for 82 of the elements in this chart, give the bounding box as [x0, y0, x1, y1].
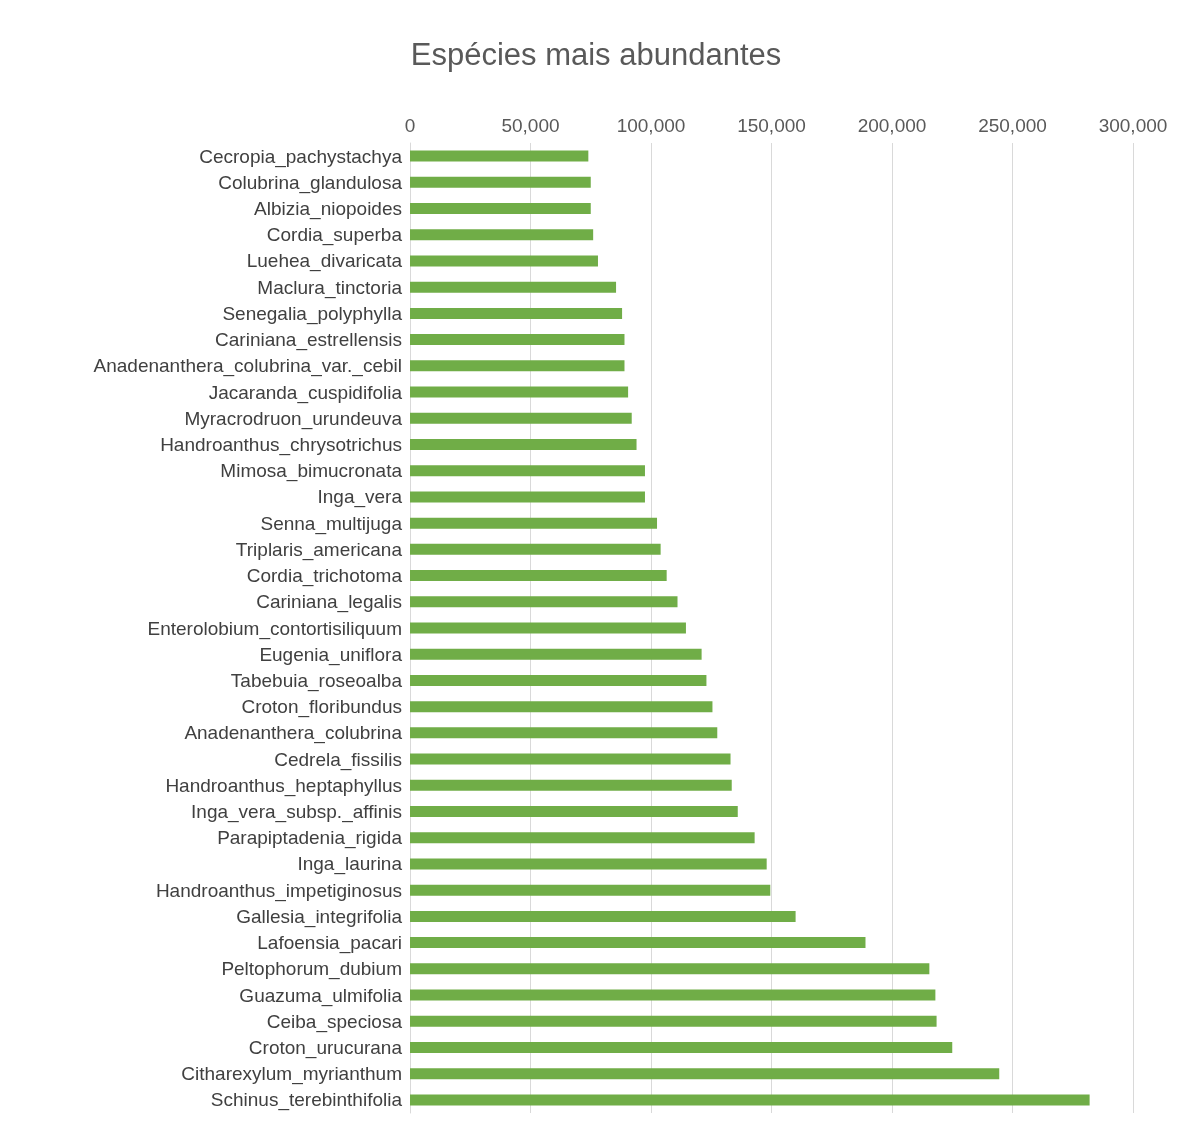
y-tick-label: Cordia_trichotoma	[246, 565, 403, 588]
bar	[410, 517, 658, 529]
x-tick-label: 100,000	[616, 115, 686, 136]
bar	[410, 779, 732, 791]
y-tick-label: Triplaris_americana	[235, 538, 403, 561]
bar	[410, 727, 718, 739]
y-tick-label: Luehea_divaricata	[246, 250, 403, 273]
y-tick-label: Handroanthus_impetiginosus	[155, 879, 402, 902]
bar	[410, 229, 594, 241]
y-tick-label: Croton_floribundus	[241, 696, 402, 719]
y-tick-label: Colubrina_glandulosa	[218, 171, 403, 194]
bar	[410, 832, 755, 844]
y-tick-label: Inga_laurina	[297, 853, 403, 876]
bar	[410, 438, 637, 450]
y-tick-label: Cedrela_fissilis	[274, 748, 402, 771]
bar	[410, 570, 667, 582]
bar	[410, 307, 623, 319]
y-tick-label: Handroanthus_heptaphyllus	[165, 774, 402, 797]
y-tick-label: Gallesia_integrifolia	[236, 905, 403, 928]
y-tick-label: Senna_multijuga	[260, 512, 403, 535]
bar	[410, 910, 796, 922]
y-tick-label: Jacaranda_cuspidifolia	[208, 381, 403, 404]
bar	[410, 884, 771, 896]
x-tick-label: 50,000	[501, 115, 560, 136]
x-tick-label: 0	[404, 115, 416, 136]
y-tick-label: Handroanthus_chrysotrichus	[160, 433, 402, 456]
y-tick-label: Guazuma_ulmifolia	[239, 984, 403, 1007]
bar	[410, 543, 661, 555]
y-tick-label: Lafoensia_pacari	[257, 932, 402, 955]
bar	[410, 596, 678, 608]
bar	[410, 1068, 1000, 1080]
chart-title: Espécies mais abundantes	[410, 37, 782, 72]
bar	[410, 334, 625, 346]
y-tick-label: Peltophorum_dubium	[221, 958, 402, 981]
bar	[410, 255, 598, 267]
y-tick-label: Ceiba_speciosa	[266, 1010, 403, 1033]
bar	[410, 674, 707, 686]
bar	[410, 963, 930, 975]
y-tick-label: Albizia_niopoides	[254, 198, 402, 221]
y-tick-label: Schinus_terebinthifolia	[210, 1089, 403, 1112]
bar	[410, 648, 702, 660]
x-tick-label: 250,000	[978, 115, 1047, 136]
bar	[410, 701, 713, 713]
y-tick-label: Cordia_superba	[266, 224, 403, 247]
bar	[410, 753, 731, 765]
bar	[410, 491, 645, 503]
x-tick-label: 200,000	[857, 115, 927, 136]
y-tick-label: Parapiptadenia_rigida	[217, 827, 403, 850]
bar	[410, 1041, 953, 1053]
y-tick-label: Tabebuia_roseoalba	[230, 669, 403, 692]
bar	[410, 281, 617, 293]
bar	[410, 1094, 1090, 1106]
y-tick-label: Maclura_tinctoria	[257, 276, 403, 299]
bar	[410, 806, 738, 818]
bar	[410, 176, 591, 188]
y-tick-label: Cariniana_legalis	[256, 591, 402, 614]
y-tick-label: Eugenia_uniflora	[259, 643, 403, 666]
bar	[410, 622, 686, 634]
y-tick-label: Cecropia_pachystachya	[199, 145, 403, 168]
x-tick-label: 150,000	[737, 115, 806, 136]
bar	[410, 386, 629, 398]
y-tick-label: Cariniana_estrellensis	[215, 329, 402, 352]
y-tick-label: Inga_vera_subsp._affinis	[191, 801, 402, 824]
bar	[410, 937, 866, 949]
x-tick-label: 300,000	[1098, 115, 1168, 136]
y-tick-label: Inga_vera	[317, 486, 403, 509]
y-tick-label: Croton_urucurana	[248, 1036, 403, 1059]
bar	[410, 465, 645, 477]
bar	[410, 412, 632, 424]
y-tick-label: Citharexylum_myrianthum	[181, 1063, 402, 1086]
bar	[410, 203, 591, 215]
bar	[410, 360, 625, 372]
y-tick-label: Anadenanthera_colubrina	[184, 722, 403, 745]
y-tick-label: Mimosa_bimucronata	[220, 460, 403, 483]
bar	[410, 989, 936, 1001]
bar	[410, 1015, 937, 1027]
y-tick-label: Senegalia_polyphylla	[222, 302, 403, 325]
bar	[410, 150, 589, 162]
bar	[410, 858, 767, 870]
y-tick-label: Enterolobium_contortisiliquum	[147, 617, 402, 640]
y-tick-label: Anadenanthera_colubrina_var._cebil	[93, 355, 402, 378]
y-tick-label: Myracrodruon_urundeuva	[184, 407, 403, 430]
